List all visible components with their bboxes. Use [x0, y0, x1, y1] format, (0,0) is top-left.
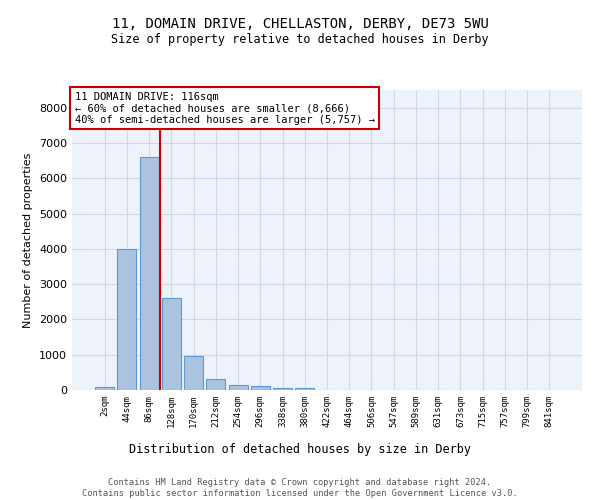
- Bar: [95, 387, 114, 390]
- Text: Size of property relative to detached houses in Derby: Size of property relative to detached ho…: [111, 32, 489, 46]
- Y-axis label: Number of detached properties: Number of detached properties: [23, 152, 34, 328]
- Bar: [118, 249, 136, 390]
- Bar: [140, 157, 158, 390]
- Bar: [251, 386, 270, 390]
- Bar: [184, 356, 203, 390]
- Bar: [295, 388, 314, 390]
- Bar: [229, 386, 248, 390]
- Bar: [162, 298, 181, 390]
- Text: 11 DOMAIN DRIVE: 116sqm
← 60% of detached houses are smaller (8,666)
40% of semi: 11 DOMAIN DRIVE: 116sqm ← 60% of detache…: [74, 92, 374, 124]
- Bar: [206, 378, 225, 390]
- Text: Distribution of detached houses by size in Derby: Distribution of detached houses by size …: [129, 442, 471, 456]
- Text: Contains HM Land Registry data © Crown copyright and database right 2024.
Contai: Contains HM Land Registry data © Crown c…: [82, 478, 518, 498]
- Text: 11, DOMAIN DRIVE, CHELLASTON, DERBY, DE73 5WU: 11, DOMAIN DRIVE, CHELLASTON, DERBY, DE7…: [112, 18, 488, 32]
- Bar: [273, 388, 292, 390]
